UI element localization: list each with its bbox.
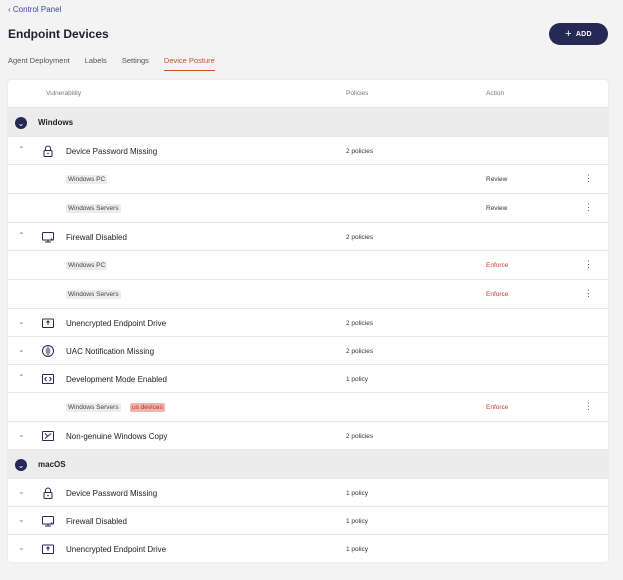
vulnerability-name: Non-genuine Windows Copy (66, 432, 168, 441)
vulnerability-name: Development Mode Enabled (66, 375, 167, 384)
lock-icon (41, 486, 55, 500)
device-group-tag: Windows Servers (66, 204, 121, 213)
device-group-tag: Windows PC (66, 261, 108, 270)
chevron-down-icon[interactable]: ⌄ (18, 317, 25, 326)
group-name: macOS (38, 460, 66, 469)
vulnerability-name: Unencrypted Endpoint Drive (66, 545, 167, 554)
label-tag: us devices (130, 403, 165, 412)
policy-count: 2 policies (346, 148, 374, 155)
chevron-up-icon[interactable]: ⌃ (18, 373, 25, 382)
policy-row: Windows Servers us devices Enforce ⋮ (8, 393, 608, 422)
policy-count: 2 policies (346, 348, 374, 355)
shield-icon (41, 344, 55, 358)
tab-bar: Agent Deployment Labels Settings Device … (8, 56, 230, 71)
vulnerability-row: ⌃ Firewall Disabled 2 policies (8, 223, 608, 251)
vulnerability-name: Firewall Disabled (66, 517, 127, 526)
group-row-macos: ⌄ macOS (8, 450, 608, 479)
chevron-down-icon[interactable]: ⌄ (18, 430, 25, 439)
vulnerability-row: ⌄ UAC Notification Missing 2 policies (8, 337, 608, 365)
chevron-down-icon[interactable]: ⌄ (18, 487, 25, 496)
monitor-icon (41, 514, 55, 528)
vulnerability-name: Device Password Missing (66, 489, 158, 498)
tab-agent-deployment[interactable]: Agent Deployment (8, 56, 70, 65)
action-review: Review (486, 205, 508, 212)
chevron-down-icon[interactable]: ⌄ (18, 543, 25, 552)
chevron-down-icon[interactable]: ⌄ (15, 117, 27, 129)
action-review: Review (486, 176, 508, 183)
column-header-action: Action (486, 90, 505, 97)
chevron-down-icon[interactable]: ⌄ (18, 515, 25, 524)
policy-count: 2 policies (346, 234, 374, 241)
table-header: Vulnerability Policies Action (8, 80, 608, 108)
tab-labels[interactable]: Labels (84, 56, 107, 65)
certificate-icon (41, 429, 55, 443)
device-group-tag: Windows PC (66, 175, 108, 184)
more-options-icon[interactable]: ⋮ (584, 259, 593, 269)
breadcrumb-control-panel[interactable]: ‹ Control Panel (8, 5, 62, 14)
policy-count: 2 policies (346, 433, 374, 440)
code-icon (41, 372, 55, 386)
column-header-policies: Policies (346, 90, 369, 97)
more-options-icon[interactable]: ⋮ (584, 202, 593, 212)
vulnerability-row: ⌄ Unencrypted Endpoint Drive 1 policy (8, 535, 608, 562)
policy-count: 2 policies (346, 320, 374, 327)
vulnerability-row: ⌃ Device Password Missing 2 policies (8, 137, 608, 165)
plus-icon: + (565, 27, 572, 40)
drive-icon (41, 542, 55, 556)
vulnerability-row: ⌄ Firewall Disabled 1 policy (8, 507, 608, 535)
vulnerability-row: ⌄ Non-genuine Windows Copy 2 policies (8, 422, 608, 450)
chevron-up-icon[interactable]: ⌃ (18, 145, 25, 154)
action-enforce: Enforce (486, 404, 509, 411)
tab-settings[interactable]: Settings (121, 56, 149, 65)
table-body: ⌄ Windows ⌃ Device Password Missing 2 polici… (8, 108, 608, 562)
tab-device-posture[interactable]: Device Posture (163, 56, 215, 71)
more-options-icon[interactable]: ⋮ (584, 401, 593, 411)
policy-count: 1 policy (346, 546, 369, 553)
policy-row: Windows PC Review ⋮ (8, 165, 608, 194)
page-title: Endpoint Devices (8, 27, 109, 41)
action-enforce: Enforce (486, 291, 509, 298)
device-group-tag: Windows Servers (66, 403, 121, 412)
drive-icon (41, 316, 55, 330)
monitor-icon (41, 230, 55, 244)
more-options-icon[interactable]: ⋮ (584, 288, 593, 298)
column-header-vulnerability: Vulnerability (46, 90, 82, 97)
vulnerability-row: ⌃ Development Mode Enabled 1 policy (8, 365, 608, 393)
chevron-down-icon[interactable]: ⌄ (18, 345, 25, 354)
policy-row: Windows PC Enforce ⋮ (8, 251, 608, 280)
vulnerability-name: Unencrypted Endpoint Drive (66, 319, 167, 328)
vulnerability-row: ⌄ Unencrypted Endpoint Drive 2 policies (8, 309, 608, 337)
lock-icon (41, 144, 55, 158)
chevron-up-icon[interactable]: ⌃ (18, 231, 25, 240)
add-button[interactable]: + ADD (549, 23, 608, 45)
policy-row: Windows Servers Enforce ⋮ (8, 280, 608, 309)
policy-count: 1 policy (346, 376, 369, 383)
policy-count: 1 policy (346, 518, 369, 525)
vulnerability-row: ⌄ Device Password Missing 1 policy (8, 479, 608, 507)
vulnerability-name: Firewall Disabled (66, 233, 127, 242)
vulnerability-name: UAC Notification Missing (66, 347, 155, 356)
group-name: Windows (38, 118, 74, 127)
group-row-windows: ⌄ Windows (8, 108, 608, 137)
add-button-label: ADD (575, 30, 592, 38)
more-options-icon[interactable]: ⋮ (584, 173, 593, 183)
vulnerability-name: Device Password Missing (66, 147, 158, 156)
policy-count: 1 policy (346, 490, 369, 497)
action-enforce: Enforce (486, 262, 509, 269)
policy-row: Windows Servers Review ⋮ (8, 194, 608, 223)
device-group-tag: Windows Servers (66, 290, 121, 299)
chevron-down-icon[interactable]: ⌄ (15, 459, 27, 471)
device-posture-table: Vulnerability Policies Action ⌄ Windows ⌃ D… (8, 80, 608, 562)
